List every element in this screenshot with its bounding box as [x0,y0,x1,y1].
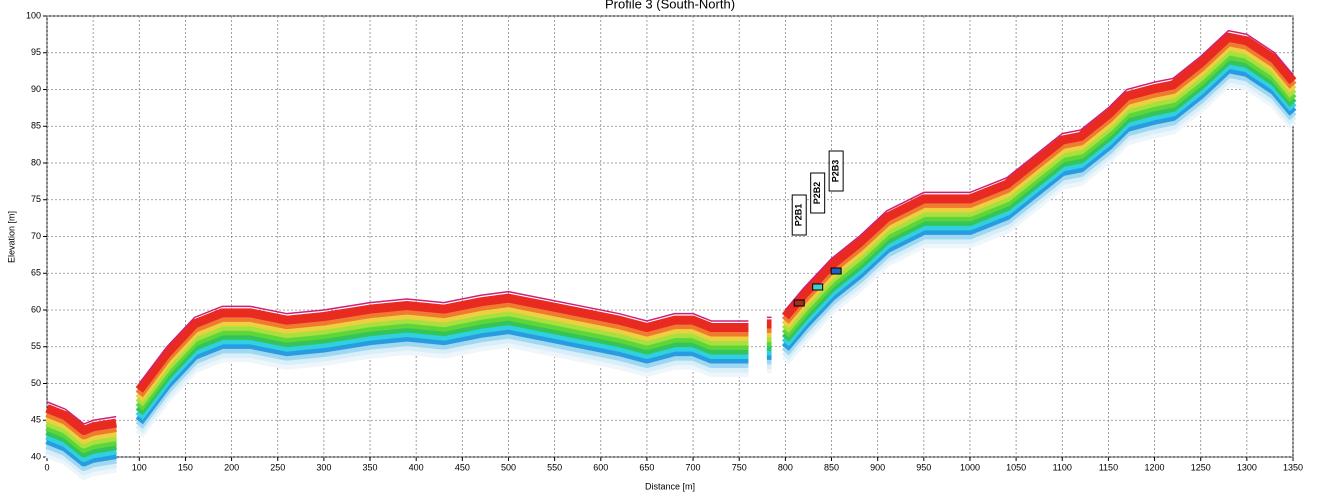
x-tick-label: 1000 [960,462,980,472]
x-tick-label: 550 [547,462,562,472]
y-tick-label: 100 [26,10,41,20]
x-tick-label: 0 [44,462,49,472]
y-tick-label: 60 [31,304,41,314]
y-tick-label: 85 [31,121,41,131]
x-tick-label: 300 [316,462,331,472]
borehole-label-box [810,172,826,214]
borehole-label: P2B3 [831,160,841,183]
borehole-label: P2B1 [794,204,804,227]
chart-title: Profile 3 (South-North) [605,0,735,11]
x-tick-label: 150 [178,462,193,472]
x-tick-label: 1250 [1191,462,1211,472]
x-tick-label: 600 [593,462,608,472]
x-tick-label: 1300 [1237,462,1257,472]
y-tick-label: 55 [31,341,41,351]
borehole-marker [830,267,842,275]
x-tick-label: 700 [686,462,701,472]
y-tick-label: 65 [31,268,41,278]
y-tick-label: 40 [31,451,41,461]
x-tick-label: 800 [778,462,793,472]
x-tick-label: 400 [409,462,424,472]
x-tick-label: 650 [639,462,654,472]
x-tick-label: 100 [132,462,147,472]
x-tick-label: 900 [870,462,885,472]
y-tick-label: 45 [31,415,41,425]
x-tick-label: 1050 [1006,462,1026,472]
x-tick-label: 850 [824,462,839,472]
borehole-marker [793,299,805,307]
y-tick-label: 90 [31,84,41,94]
x-tick-label: 450 [455,462,470,472]
x-tick-label: 750 [732,462,747,472]
y-tick-label: 80 [31,157,41,167]
section-band [45,37,1297,440]
borehole-marker [812,283,824,291]
x-tick-label: 350 [363,462,378,472]
y-tick-label: 50 [31,378,41,388]
y-tick-label: 70 [31,231,41,241]
x-tick-label: 500 [501,462,516,472]
surface-line [46,29,1294,425]
x-tick-label: 950 [916,462,931,472]
section-band [45,41,1297,444]
section-band [45,32,1297,435]
x-tick-label: 1100 [1053,462,1072,472]
borehole-label: P2B2 [812,182,822,205]
x-tick-label: 1350 [1283,462,1303,472]
borehole-label-box [791,194,807,236]
plot-frame [46,15,1294,458]
y-tick-label: 95 [31,47,41,57]
x-tick-label: 1200 [1145,462,1165,472]
x-tick-label: 1150 [1099,462,1118,472]
x-tick-label: 200 [224,462,239,472]
y-tick-label: 75 [31,194,41,204]
x-axis-label: Distance [m] [645,481,695,491]
borehole-label-box [828,150,844,192]
x-tick-label: 250 [270,462,285,472]
y-axis-label: Elevation [m] [6,211,16,263]
